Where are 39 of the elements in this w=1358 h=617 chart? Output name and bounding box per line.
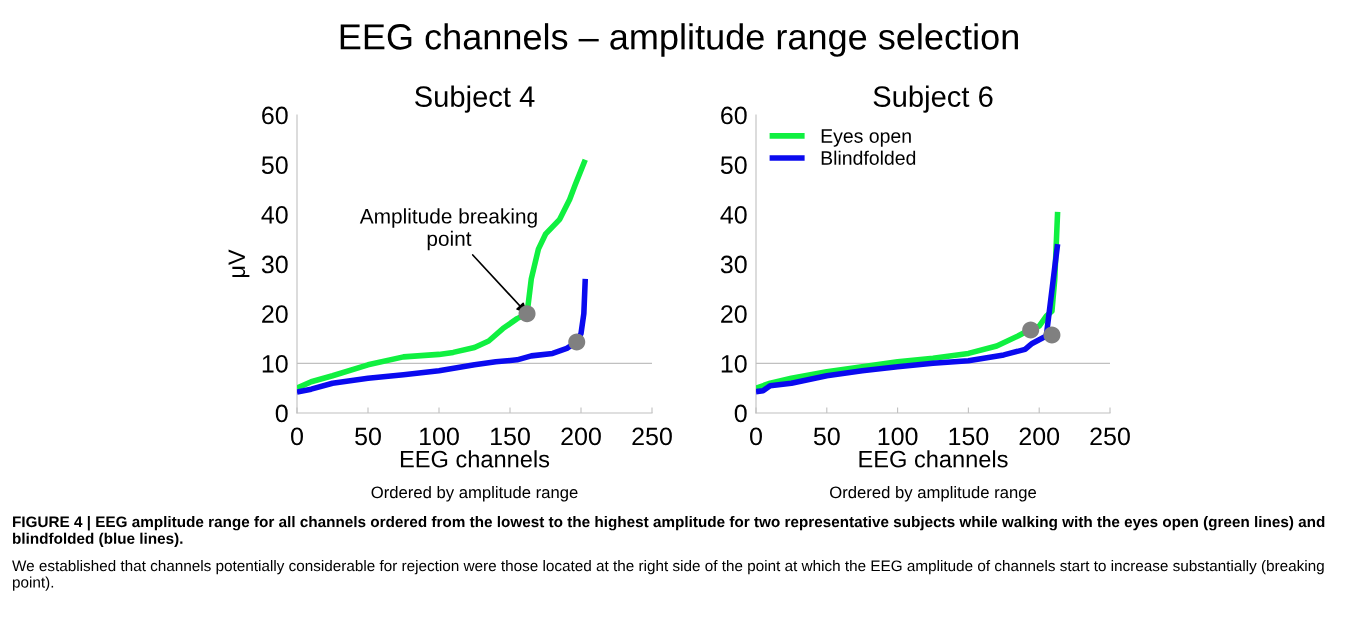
y-tick-label: 0 bbox=[275, 404, 288, 423]
x-tick-label: 50 bbox=[813, 427, 840, 446]
x-tick-label: 100 bbox=[878, 427, 918, 446]
x-tick-label: 0 bbox=[291, 427, 303, 446]
y-tick-label: 50 bbox=[261, 156, 288, 174]
y-tick-label: 10 bbox=[721, 354, 747, 373]
y-tick-label: 0 bbox=[734, 404, 747, 423]
x-axis-title: EEG channels bbox=[400, 450, 550, 468]
y-tick-label: 60 bbox=[721, 106, 747, 125]
x-tick-label: 150 bbox=[491, 427, 530, 446]
x-tick-label: 250 bbox=[632, 427, 672, 446]
text: EEG channels – amplitude range selection bbox=[340, 23, 1018, 57]
x-tick-label: 50 bbox=[355, 427, 381, 446]
x-tick-label: 200 bbox=[561, 427, 601, 446]
chart-title: Subject 6 bbox=[873, 85, 993, 113]
x-axis-title: EEG channels bbox=[859, 450, 1008, 468]
annotation: Amplitude breaking point bbox=[359, 208, 537, 251]
y-axis-title: μV bbox=[228, 249, 250, 278]
caption: FIGURE 4 | EEG amplitude range for all channels ordered from the lowest to the highest amplitude for two representative subjects while walking with the eyes open (green lines) and blindfolded (blue lines). bbox=[13, 516, 1325, 547]
chart-title: Subject 4 bbox=[415, 85, 535, 113]
text: Ordered by amplitude range bbox=[371, 486, 578, 502]
y-tick-label: 50 bbox=[720, 156, 747, 174]
x-tick-label: 150 bbox=[949, 427, 989, 446]
y-tick-label: 30 bbox=[720, 255, 747, 274]
y-tick-label: 60 bbox=[262, 106, 288, 125]
y-tick-label: 40 bbox=[720, 205, 747, 224]
y-tick-label: 20 bbox=[262, 305, 288, 323]
y-tick-label: 10 bbox=[262, 354, 288, 373]
text: We established that channels potentially considerable for rejection were those located at the right side of the point at which the EEG amplitude of channels start to increase substantially (breaking point). bbox=[12, 560, 1324, 591]
legend-label: Blindfolded bbox=[821, 150, 916, 165]
text: Ordered by amplitude range bbox=[830, 486, 1037, 502]
x-tick-label: 0 bbox=[750, 427, 762, 446]
y-tick-label: 30 bbox=[261, 255, 288, 274]
x-tick-label: 200 bbox=[1019, 427, 1060, 446]
y-tick-label: 20 bbox=[721, 305, 747, 323]
x-tick-label: 250 bbox=[1090, 427, 1130, 446]
y-tick-label: 40 bbox=[261, 205, 288, 224]
legend-label: Eyes open bbox=[821, 129, 911, 147]
x-tick-label: 100 bbox=[420, 427, 459, 446]
